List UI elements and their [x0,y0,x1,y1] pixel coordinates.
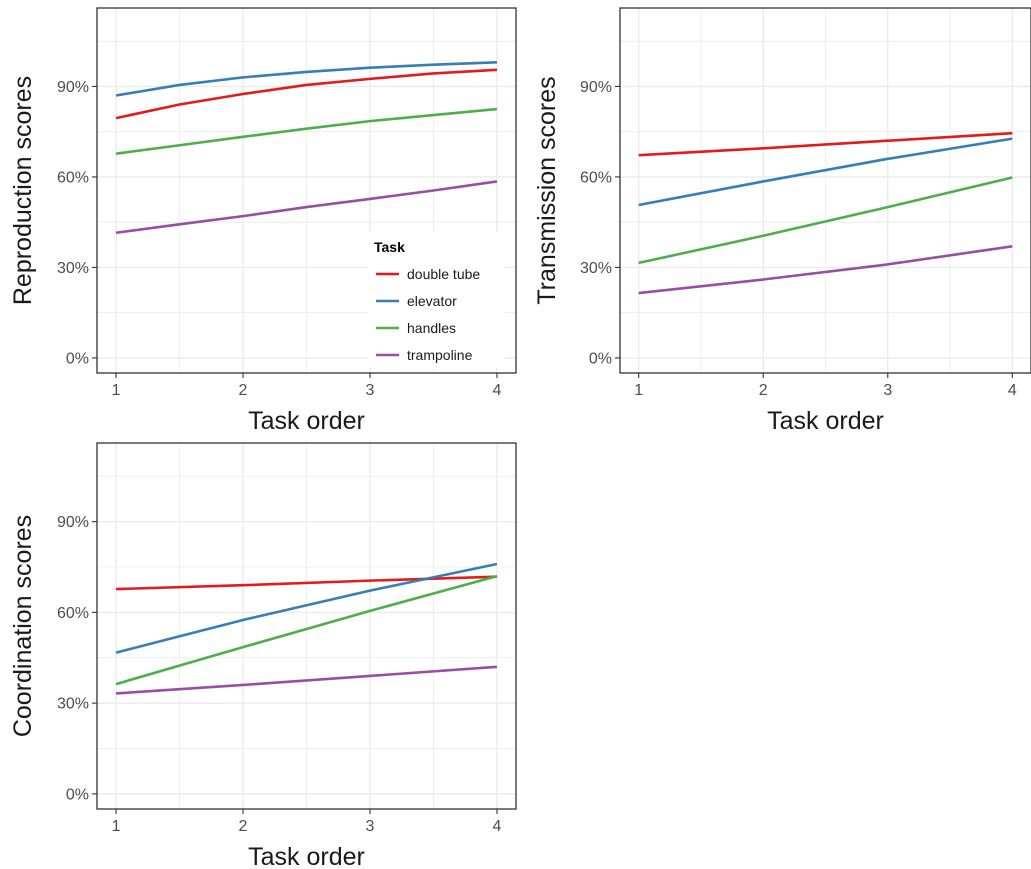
series-line-trampoline [638,245,1013,295]
panel-border [619,7,1031,374]
y-tick-label: 60% [57,605,89,622]
series-line-double-tube [638,131,1013,157]
x-axis-title: Task order [767,407,884,435]
y-axis-title: Transmission scores [533,76,561,304]
series-line-double-tube [116,575,497,591]
series-line-elevator [115,61,497,97]
x-tick-label: 2 [239,382,248,399]
x-tick-label: 1 [634,382,643,399]
y-tick-label: 60% [580,169,612,186]
legend-label-handles: handles [407,320,456,336]
y-tick-label: 90% [57,514,89,531]
y-tick-label: 90% [580,79,612,96]
panel-coordination: 0% 30% 60% 90% 1 2 3 4 Task order Coordination sc… [9,442,517,869]
x-tick-label: 3 [366,818,375,835]
series-line-trampoline [115,665,498,695]
y-axis-title: Coordination scores [9,515,37,737]
y-tick-label: 90% [57,79,89,96]
legend-label-trampoline: trampoline [407,347,473,363]
x-tick-label: 2 [759,382,768,399]
x-tick-label: 4 [493,818,502,835]
series-lines [638,131,1013,295]
series-line-elevator [115,562,498,654]
legend-label-elevator: elevator [407,293,457,309]
x-tick-label: 3 [366,382,375,399]
x-axis-title: Task order [248,407,365,435]
x-tick-label: 4 [493,382,502,399]
grid [97,8,516,373]
panel-reproduction: 0% 30% 60% 90% 1 2 3 4 Task order Reproduction sc… [9,7,517,435]
y-tick-label: 60% [57,169,89,186]
x-tick-label: 1 [112,818,121,835]
x-axis-title: Task order [248,843,365,869]
x-tick-label: 3 [883,382,892,399]
y-tick-label: 30% [57,696,89,713]
series-line-handles [638,176,1013,265]
series-line-double-tube [115,68,498,120]
y-tick-label: 0% [66,350,89,367]
series-line-handles [115,574,498,686]
grid [97,443,516,809]
y-axis-title: Reproduction scores [9,76,37,305]
series-lines [115,562,498,695]
y-tick-label: 0% [66,786,89,803]
y-tick-label: 0% [589,350,612,367]
series-line-handles [115,107,498,155]
x-tick-label: 4 [1008,382,1017,399]
series-lines [115,61,498,235]
panel-border [96,7,517,374]
x-tick-label: 2 [239,818,248,835]
panel-border [96,442,517,810]
y-tick-label: 30% [57,260,89,277]
grid [620,8,1031,373]
legend-title: Task [374,239,405,255]
x-tick-label: 1 [112,382,121,399]
panel-transmission: 0% 30% 60% 90% 1 2 3 4 Task order Transmission sc… [533,7,1031,435]
y-tick-label: 30% [580,260,612,277]
series-line-elevator [638,137,1013,207]
series-line-trampoline [115,180,498,235]
legend-label-double-tube: double tube [407,266,480,282]
